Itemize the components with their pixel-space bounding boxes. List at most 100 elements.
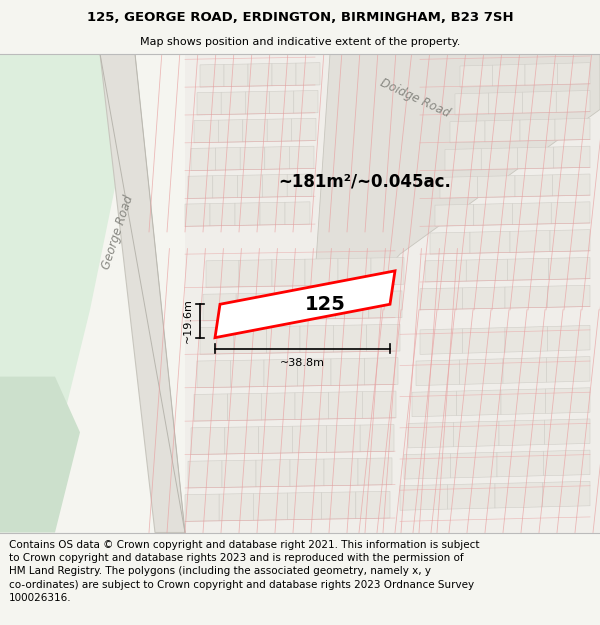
Polygon shape [235,202,260,226]
Polygon shape [221,92,245,114]
Polygon shape [287,174,312,197]
Polygon shape [557,62,590,84]
Polygon shape [185,54,600,532]
Polygon shape [545,388,590,413]
Polygon shape [466,259,508,281]
Polygon shape [185,204,210,226]
Polygon shape [454,421,499,447]
Polygon shape [547,357,590,382]
Polygon shape [243,119,267,142]
Polygon shape [463,328,505,353]
Polygon shape [322,492,356,519]
Polygon shape [512,202,551,224]
Polygon shape [553,174,590,196]
Polygon shape [450,121,485,143]
Polygon shape [455,93,489,115]
Polygon shape [287,492,322,520]
Polygon shape [213,176,238,198]
Polygon shape [194,394,227,421]
Polygon shape [470,231,510,253]
Polygon shape [295,392,329,419]
Polygon shape [260,202,285,225]
Polygon shape [185,54,600,532]
Polygon shape [499,420,545,446]
Polygon shape [510,231,550,253]
Polygon shape [555,118,590,141]
Polygon shape [478,176,515,198]
Polygon shape [335,291,369,319]
Polygon shape [203,294,236,321]
Polygon shape [430,232,470,254]
Polygon shape [294,91,318,113]
Polygon shape [523,91,556,113]
Polygon shape [240,147,265,170]
Polygon shape [329,392,362,419]
Polygon shape [481,148,517,170]
Polygon shape [233,326,266,354]
Polygon shape [266,326,300,353]
Polygon shape [463,287,505,309]
Polygon shape [298,359,331,386]
Polygon shape [262,392,295,420]
Polygon shape [185,494,219,521]
Polygon shape [515,175,553,197]
Polygon shape [371,258,404,285]
Polygon shape [188,461,222,488]
Polygon shape [100,54,185,532]
Polygon shape [412,391,457,417]
Polygon shape [451,452,497,478]
Polygon shape [227,393,262,421]
Polygon shape [238,175,262,198]
Polygon shape [285,202,310,224]
Text: ~181m²/~0.045ac.: ~181m²/~0.045ac. [278,173,451,191]
Polygon shape [265,147,289,169]
Polygon shape [296,62,320,86]
Polygon shape [420,288,463,310]
Polygon shape [544,450,590,476]
Text: Contains OS data © Crown copyright and database right 2021. This information is : Contains OS data © Crown copyright and d… [9,540,479,602]
Polygon shape [525,64,557,86]
Polygon shape [338,258,371,286]
Polygon shape [225,427,259,454]
Polygon shape [210,203,235,226]
Polygon shape [548,286,590,308]
Polygon shape [0,54,135,532]
Polygon shape [556,91,590,112]
Text: Map shows position and indicative extent of the property.: Map shows position and indicative extent… [140,36,460,46]
Polygon shape [191,148,215,171]
Text: ~38.8m: ~38.8m [280,357,325,367]
Polygon shape [485,120,520,142]
Polygon shape [215,271,395,338]
Polygon shape [517,147,554,169]
Polygon shape [358,458,392,485]
Polygon shape [245,91,269,114]
Polygon shape [369,291,402,318]
Polygon shape [256,459,290,487]
Polygon shape [550,229,590,252]
Polygon shape [367,324,400,352]
Text: ~19.6m: ~19.6m [183,299,193,343]
Polygon shape [191,428,225,454]
Polygon shape [545,419,590,444]
Polygon shape [495,482,542,508]
Polygon shape [197,92,221,115]
Text: 125: 125 [305,295,346,314]
Polygon shape [356,491,390,519]
Polygon shape [267,119,292,141]
Polygon shape [554,146,590,168]
Polygon shape [292,118,316,141]
Polygon shape [362,391,396,418]
Polygon shape [194,120,218,143]
Polygon shape [460,359,503,384]
Polygon shape [497,451,544,477]
Polygon shape [435,204,474,226]
Polygon shape [239,260,272,287]
Polygon shape [302,292,335,319]
Polygon shape [508,258,549,281]
Polygon shape [493,64,525,86]
Polygon shape [264,359,298,387]
Polygon shape [290,459,324,486]
Polygon shape [200,64,224,87]
Polygon shape [269,292,302,320]
Polygon shape [331,358,365,386]
